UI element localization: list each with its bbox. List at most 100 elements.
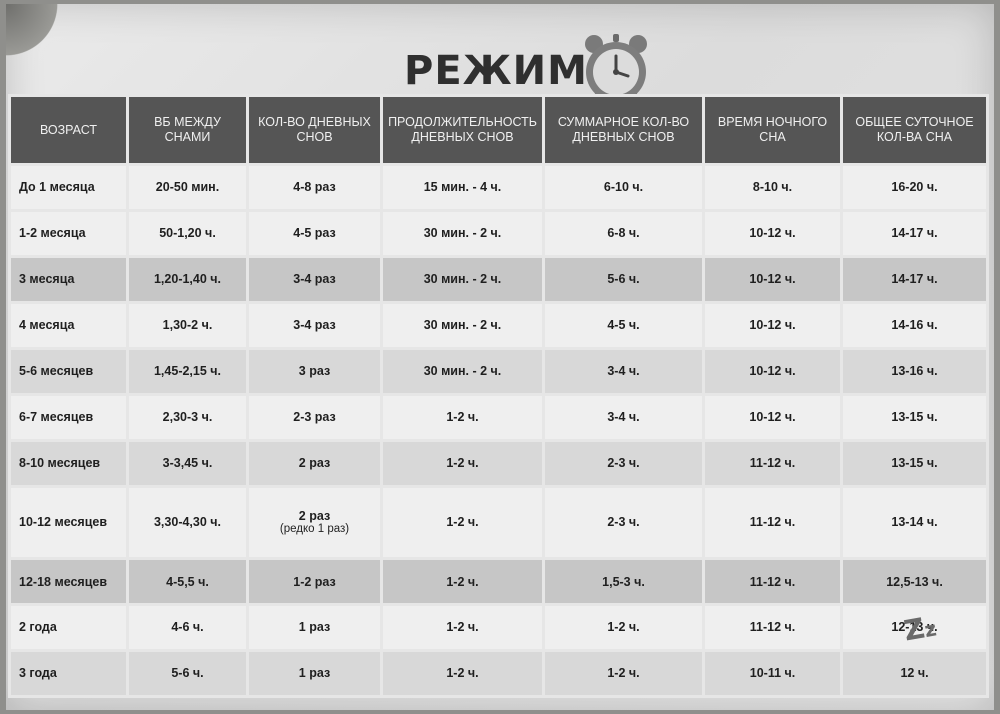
cell-value: 1-2 ч.	[446, 456, 479, 471]
cell-value: 1-2 ч.	[607, 666, 640, 681]
table-cell-total-day: 3-4 ч.	[542, 392, 705, 442]
table-cell-nap-len: 15 мин. - 4 ч.	[380, 163, 545, 212]
table-cell-nap-len: 1-2 ч.	[380, 602, 545, 652]
table-cell-wake: 3-3,45 ч.	[126, 438, 249, 488]
cell-value: 30 мин. - 2 ч.	[423, 272, 502, 287]
table-cell-total-day: 2-3 ч.	[542, 438, 705, 488]
table-cell-total-day: 3-4 ч.	[542, 346, 705, 396]
table-cell-night: 10-12 ч.	[702, 254, 843, 304]
cell-value: 16-20 ч.	[891, 180, 938, 195]
cell-value: 5-6 ч.	[171, 666, 204, 681]
table-cell-night: 10-12 ч.	[702, 392, 843, 442]
table-row: 4 месяца 1,30-2 ч. 3-4 раз 30 мин. - 2 ч. 4-…	[8, 300, 989, 350]
table-cell-naps: 4-8 раз	[246, 163, 383, 212]
cell-value: До 1 месяца	[19, 180, 95, 195]
cell-value: 1-2 ч.	[446, 574, 479, 589]
table-cell-age: 12-18 месяцев	[8, 557, 129, 606]
table-cell-naps: 2 раз (редко 1 раз)	[246, 484, 383, 561]
table-cell-total: 12,5-13 ч.	[840, 557, 989, 606]
table-cell-wake: 4-5,5 ч.	[126, 557, 249, 606]
cell-value: 2,30-3 ч.	[162, 410, 213, 425]
table-cell-naps: 3-4 раз	[246, 254, 383, 304]
cell-value: 2 года	[19, 620, 57, 635]
table-cell-total-day: 1,5-3 ч.	[542, 557, 705, 606]
table-cell-total-day: 4-5 ч.	[542, 300, 705, 350]
table-row: 2 года 4-6 ч. 1 раз 1-2 ч. 1-2 ч. 11-12 ч. 12-…	[8, 602, 989, 652]
table-cell-night: 11-12 ч.	[702, 484, 843, 561]
table-row: 3 месяца 1,20-1,40 ч. 3-4 раз 30 мин. - 2 ч…	[8, 254, 989, 304]
table-cell-age: 4 месяца	[8, 300, 129, 350]
table-cell-wake: 50-1,20 ч.	[126, 208, 249, 258]
cell-value: 6-8 ч.	[607, 226, 640, 241]
cell-value: 13-16 ч.	[891, 364, 938, 379]
cell-value: 13-15 ч.	[891, 456, 938, 471]
cell-value: 12-13 ч.	[891, 620, 938, 635]
cell-value: 2-3 ч.	[607, 456, 640, 471]
table-cell-total: 14-17 ч.	[840, 208, 989, 258]
paper-sheet: РЕЖИМ ВОЗРАСТ ВБ МЕЖДУ СНАМИ КОЛ-ВО ДНЕВНЫ…	[6, 4, 994, 710]
title-block: РЕЖИМ	[404, 34, 664, 106]
cell-value: 4-5 ч.	[607, 318, 640, 333]
cell-value: 1-2 ч.	[446, 515, 479, 530]
cell-value: 3-3,45 ч.	[162, 456, 213, 471]
table-cell-night: 10-11 ч.	[702, 648, 843, 699]
table-cell-total-day: 2-3 ч.	[542, 484, 705, 561]
cell-value: 2 раз	[298, 456, 331, 471]
cell-value: 1,5-3 ч.	[602, 574, 645, 589]
cell-value: 3 раз	[298, 364, 331, 379]
table-cell-naps: 3 раз	[246, 346, 383, 396]
cell-value: 3,30-4,30 ч.	[153, 515, 222, 530]
cell-value: 20-50 мин.	[155, 180, 220, 195]
table-cell-nap-len: 1-2 ч.	[380, 648, 545, 699]
cell-value: 11-12 ч.	[749, 456, 796, 471]
table-cell-total-day: 6-10 ч.	[542, 163, 705, 212]
table-row: 3 года 5-6 ч. 1 раз 1-2 ч. 1-2 ч. 10-11 ч. 12 …	[8, 648, 989, 699]
column-header: ВБ МЕЖДУ СНАМИ	[126, 94, 249, 166]
table-row: 5-6 месяцев 1,45-2,15 ч. 3 раз 30 мин. - 2 …	[8, 346, 989, 396]
cell-value: 10-12 месяцев	[19, 515, 108, 530]
cell-value: 1,45-2,15 ч.	[153, 364, 222, 379]
table-cell-total-day: 1-2 ч.	[542, 648, 705, 699]
table-cell-nap-len: 30 мин. - 2 ч.	[380, 300, 545, 350]
table-cell-night: 10-12 ч.	[702, 208, 843, 258]
cell-value: 14-17 ч.	[891, 272, 938, 287]
cell-value: 3-4 ч.	[607, 410, 640, 425]
cell-value: 10-12 ч.	[749, 226, 796, 241]
column-header: ПРОДОЛЖИТЕЛЬНОСТЬ ДНЕВНЫХ СНОВ	[380, 94, 545, 166]
table-cell-nap-len: 1-2 ч.	[380, 392, 545, 442]
cell-value: 12 ч.	[900, 666, 929, 681]
table-cell-night: 11-12 ч.	[702, 557, 843, 606]
table-cell-nap-len: 30 мин. - 2 ч.	[380, 254, 545, 304]
table-row: 12-18 месяцев 4-5,5 ч. 1-2 раз 1-2 ч. 1,5-3 …	[8, 557, 989, 606]
corner-shadow	[6, 4, 66, 64]
column-header: ОБЩЕЕ СУТОЧНОЕ КОЛ-ВА СНА	[840, 94, 989, 166]
table-cell-nap-len: 30 мин. - 2 ч.	[380, 208, 545, 258]
cell-value: 1-2 ч.	[607, 620, 640, 635]
table-row: 10-12 месяцев 3,30-4,30 ч. 2 раз (редко 1 р…	[8, 484, 989, 561]
cell-value: 30 мин. - 2 ч.	[423, 364, 502, 379]
table-cell-naps: 2 раз	[246, 438, 383, 488]
cell-value: 4-5 раз	[293, 226, 336, 241]
table-row: 6-7 месяцев 2,30-3 ч. 2-3 раз 1-2 ч. 3-4 ч. 1…	[8, 392, 989, 442]
cell-value: 1-2 ч.	[446, 410, 479, 425]
table-cell-wake: 3,30-4,30 ч.	[126, 484, 249, 561]
table-cell-night: 11-12 ч.	[702, 438, 843, 488]
table-cell-wake: 1,45-2,15 ч.	[126, 346, 249, 396]
table-cell-total-day: 1-2 ч.	[542, 602, 705, 652]
table-row: До 1 месяца 20-50 мин. 4-8 раз 15 мин. - 4 …	[8, 163, 989, 212]
table-cell-age: 3 года	[8, 648, 129, 699]
sleep-schedule-table-wrap: ВОЗРАСТ ВБ МЕЖДУ СНАМИ КОЛ-ВО ДНЕВНЫХ СНОВ…	[8, 94, 989, 699]
cell-value: 6-10 ч.	[603, 180, 644, 195]
table-cell-age: До 1 месяца	[8, 163, 129, 212]
cell-note: (редко 1 раз)	[279, 523, 350, 536]
column-header: ВОЗРАСТ	[8, 94, 129, 166]
table-cell-age: 2 года	[8, 602, 129, 652]
cell-value: 3-4 раз	[293, 272, 336, 287]
cell-value: 12-18 месяцев	[19, 574, 108, 589]
cell-value: 15 мин. - 4 ч.	[423, 180, 502, 195]
table-cell-wake: 1,20-1,40 ч.	[126, 254, 249, 304]
cell-value: 10-12 ч.	[749, 272, 796, 287]
cell-value: 11-12 ч.	[749, 620, 796, 635]
table-cell-naps: 4-5 раз	[246, 208, 383, 258]
sleep-schedule-table: ВОЗРАСТ ВБ МЕЖДУ СНАМИ КОЛ-ВО ДНЕВНЫХ СНОВ…	[8, 94, 989, 699]
